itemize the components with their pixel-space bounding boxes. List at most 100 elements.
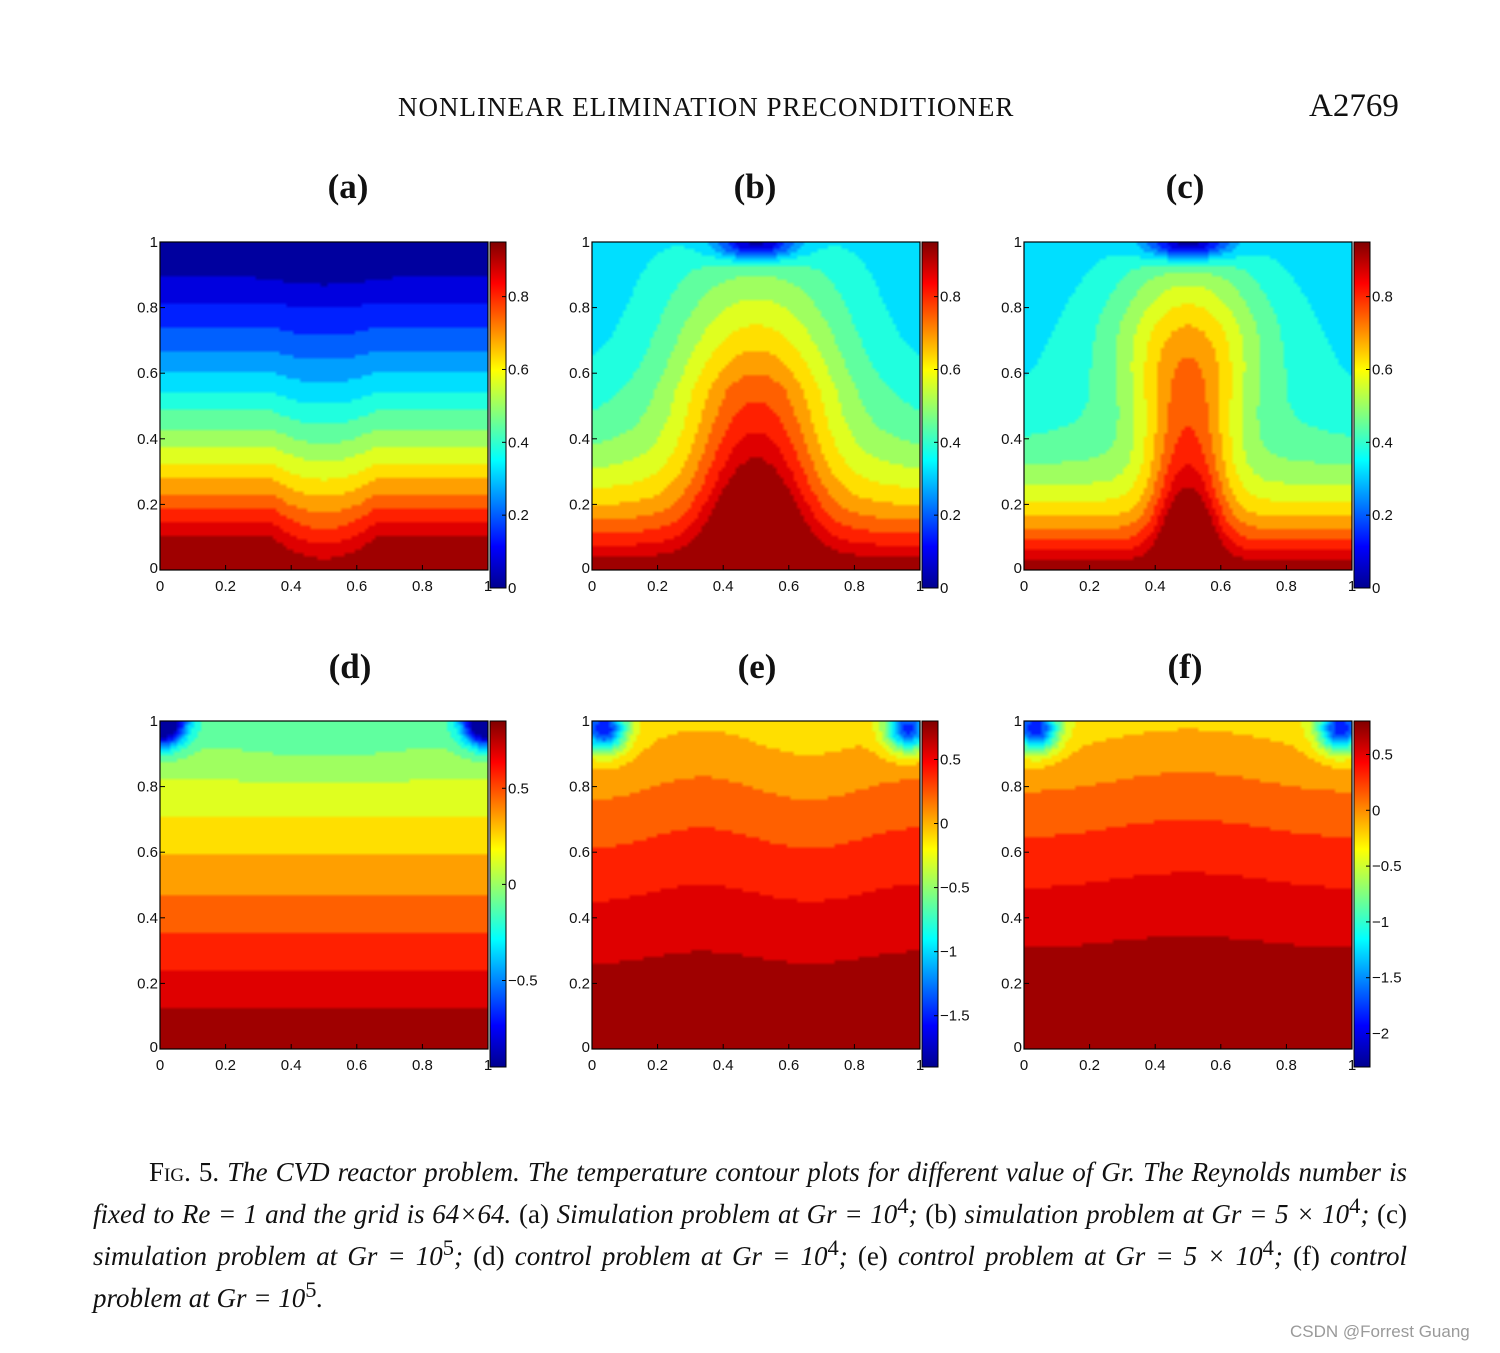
y-tick-label-b: 1 <box>582 234 590 251</box>
plot-frame-a <box>159 241 489 571</box>
colorbar-tick-label-e: 0 <box>940 816 948 833</box>
caption-tag-f: (f) <box>1292 1241 1320 1271</box>
caption-item-e: control problem at Gr = 5 × 10 <box>897 1241 1263 1271</box>
y-tick-label-e: 0.8 <box>569 779 590 796</box>
y-tick-label-b: 0.4 <box>569 431 590 448</box>
plot-frame-b <box>591 241 921 571</box>
x-tick-label-a: 0.8 <box>412 578 433 595</box>
y-tick-label-a: 0.6 <box>137 365 158 382</box>
y-tick-label-b: 0 <box>582 560 590 577</box>
contour-figure: 0 0.20.20.40.40.60.60.80.811000.20.40.60.… <box>137 234 1402 1074</box>
x-tick-label-b: 0.8 <box>844 578 865 595</box>
colorbar-tick-label-d: −0.5 <box>508 973 538 990</box>
heatmap-d <box>160 721 488 1049</box>
colorbar-d <box>489 720 507 1068</box>
x-tick-label-c: 0.6 <box>1210 578 1231 595</box>
y-tick-label-b: 0.6 <box>569 365 590 382</box>
colorbar-tick-label-b: 0 <box>940 580 948 597</box>
plot-frame-c <box>1023 241 1353 571</box>
y-tick-label-f: 0 <box>1014 1039 1022 1056</box>
colorbar-tick-label-e: 0.5 <box>940 751 961 768</box>
y-tick-label-d: 0.8 <box>137 779 158 796</box>
y-tick-label-d: 0.6 <box>137 844 158 861</box>
caption-sentence-2: The Reynolds number is fixed to Re = 1 a… <box>93 1157 1408 1229</box>
y-tick-label-a: 0 <box>150 560 158 577</box>
panel-label-a: (a) <box>327 167 369 206</box>
colorbar-tick-label-c: 0.6 <box>1372 361 1393 378</box>
y-tick-label-e: 0.6 <box>569 844 590 861</box>
colorbar-tick-label-c: 0.4 <box>1372 434 1393 451</box>
colorbar-tick-label-b: 0.8 <box>940 289 961 306</box>
y-tick-label-f: 0.6 <box>1001 844 1022 861</box>
panel-c: 0 0.20.20.40.40.60.60.80.811000.20.40.60.… <box>1001 234 1393 597</box>
y-tick-label-c: 0.2 <box>1001 496 1022 513</box>
y-tick-label-d: 0.2 <box>137 975 158 992</box>
x-tick-label-b: 0.6 <box>778 578 799 595</box>
y-tick-label-c: 0.8 <box>1001 300 1022 317</box>
x-tick-label-b: 0.4 <box>713 578 734 595</box>
colorbar-tick-label-c: 0 <box>1372 580 1380 597</box>
running-title: NONLINEAR ELIMINATION PRECONDITIONER <box>398 92 1015 122</box>
colorbar-tick-label-d: 0.5 <box>508 780 529 797</box>
x-tick-label-e: 0.8 <box>844 1057 865 1074</box>
y-tick-label-b: 0.2 <box>569 496 590 513</box>
colorbar-tick-label-f: −1 <box>1372 914 1389 931</box>
panel-label-f: (f) <box>1167 647 1203 686</box>
caption-item-f: control problem at Gr = 10 <box>93 1241 1408 1313</box>
y-tick-label-d: 0 <box>150 1039 158 1056</box>
colorbar-tick-label-b: 0.2 <box>940 507 961 524</box>
x-tick-label-d: 0.4 <box>281 1057 302 1074</box>
caption-tag-d: (d) <box>473 1241 505 1271</box>
x-tick-label-b: 0 <box>588 578 596 595</box>
y-tick-label-d: 1 <box>150 713 158 730</box>
colorbar-c <box>1353 241 1371 589</box>
x-tick-label-c: 0.8 <box>1276 578 1297 595</box>
colorbar-tick-label-d: 0 <box>508 876 516 893</box>
y-tick-label-c: 0 <box>1014 560 1022 577</box>
x-tick-label-d: 0 <box>156 1057 164 1074</box>
caption-item-a: Simulation problem at Gr = 10 <box>556 1199 898 1229</box>
caption-tag-e: (e) <box>857 1241 888 1271</box>
heatmap-b <box>592 242 920 570</box>
heatmap-a <box>160 242 488 570</box>
x-tick-label-d: 0.6 <box>346 1057 367 1074</box>
colorbar-tick-label-f: −1.5 <box>1372 970 1402 987</box>
colorbar-tick-label-e: −1.5 <box>940 1008 970 1025</box>
colorbar-tick-label-f: −2 <box>1372 1026 1389 1043</box>
x-tick-label-d: 0.8 <box>412 1057 433 1074</box>
x-tick-label-c: 0 <box>1020 578 1028 595</box>
heatmap-e <box>592 721 920 1049</box>
caption-item-d: control problem at Gr = 10 <box>514 1241 828 1271</box>
panel-label-c: (c) <box>1165 167 1205 206</box>
y-tick-label-a: 0.4 <box>137 431 158 448</box>
y-tick-label-e: 1 <box>582 713 590 730</box>
x-tick-label-c: 1 <box>1348 578 1356 595</box>
x-tick-label-b: 1 <box>916 578 924 595</box>
y-tick-label-e: 0.4 <box>569 910 590 927</box>
colorbar-e <box>921 720 939 1068</box>
caption-tag-a: (a) <box>518 1199 549 1229</box>
y-tick-label-b: 0.8 <box>569 300 590 317</box>
colorbar-b <box>921 241 939 589</box>
caption-item-c: simulation problem at Gr = 10 <box>93 1241 443 1271</box>
x-tick-label-f: 0 <box>1020 1057 1028 1074</box>
x-tick-label-a: 1 <box>484 578 492 595</box>
x-tick-label-f: 0.6 <box>1210 1057 1231 1074</box>
y-tick-label-d: 0.4 <box>137 910 158 927</box>
panel-e: 0 0.2 0.2 0.4 0.4 0.6 0.6 0.8 0.8 1 1 0 −1.5 −1 −0.5 0 0… <box>569 713 969 1074</box>
plot-frame-e <box>591 720 921 1050</box>
panel-a: 0 0.20.20.40.40.60.60.80.811000.20.40.60.… <box>137 234 529 597</box>
colorbar-tick-label-a: 0.2 <box>508 507 529 524</box>
x-tick-label-b: 0.2 <box>647 578 668 595</box>
panel-d: 0 0.2 0.2 0.4 0.4 0.6 0.6 0.8 0.8 1 1 0 −0.5 0 0.5 <box>137 713 537 1074</box>
x-tick-label-a: 0 <box>156 578 164 595</box>
panel-label-d: (d) <box>328 647 372 686</box>
caption-fig-label: Fig. 5. <box>149 1157 220 1187</box>
x-tick-label-f: 0.2 <box>1079 1057 1100 1074</box>
panel-b: 0 0.20.20.40.40.60.60.80.811000.20.40.60.… <box>569 234 961 597</box>
x-tick-label-a: 0.2 <box>215 578 236 595</box>
colorbar-f <box>1353 720 1371 1068</box>
y-tick-label-c: 1 <box>1014 234 1022 251</box>
x-tick-label-d: 0.2 <box>215 1057 236 1074</box>
y-tick-label-f: 0.8 <box>1001 779 1022 796</box>
